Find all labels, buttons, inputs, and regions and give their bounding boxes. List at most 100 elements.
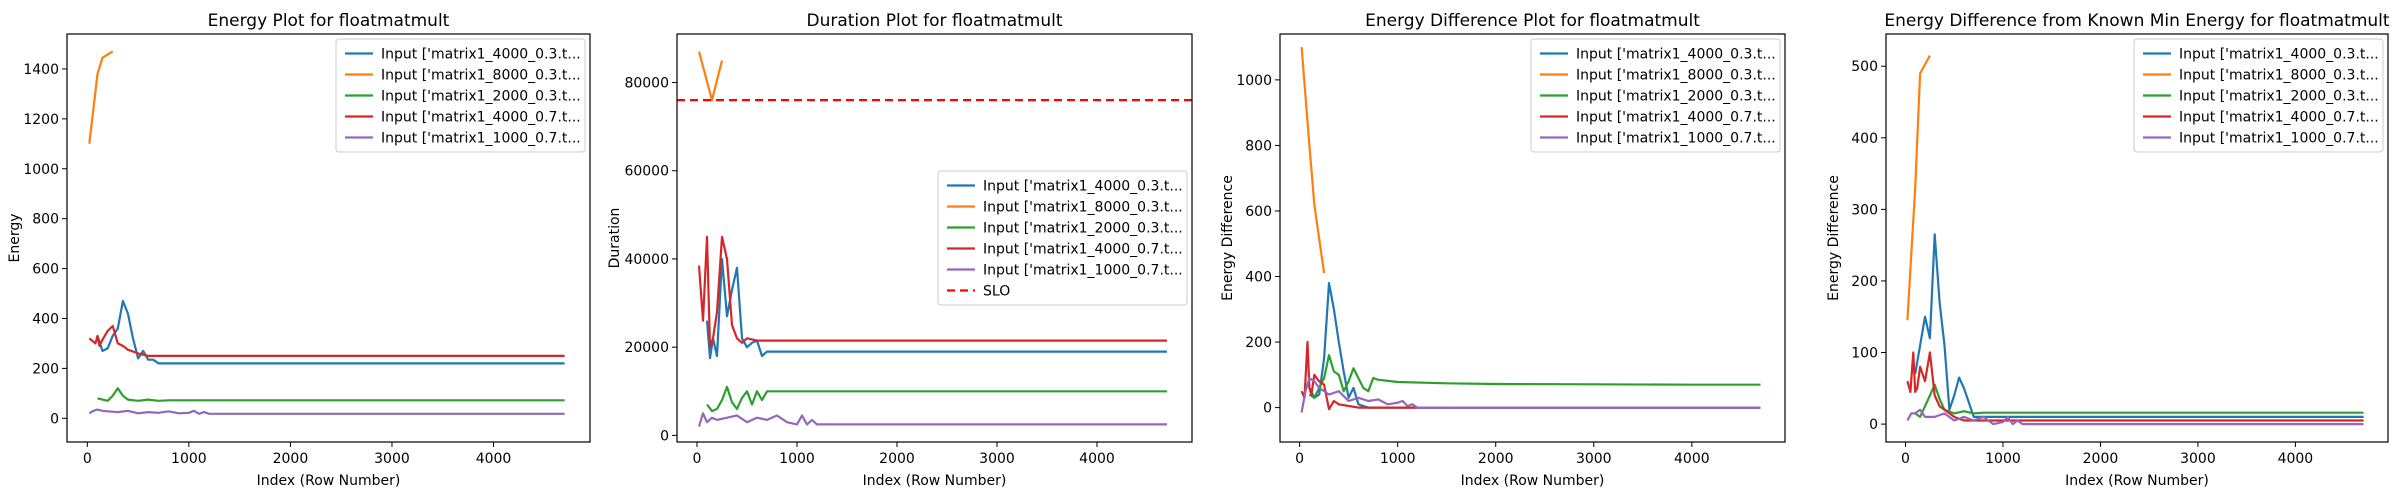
x-axis-label: Index (Row Number): [863, 473, 1007, 489]
plot-area: [677, 51, 1192, 427]
x-tick-label: 1000: [779, 451, 815, 467]
x-tick-label: 4000: [1674, 451, 1710, 467]
series-line-3: [706, 385, 1167, 413]
series-line-3: [1308, 354, 1761, 399]
y-tick-label: 100: [1851, 346, 1878, 362]
y-tick-label: 800: [1245, 138, 1272, 154]
y-tick-label: 0: [1263, 401, 1272, 417]
legend-label-5: Input ['matrix1_1000_0.7.t...: [2179, 131, 2379, 147]
y-tick-label: 0: [660, 428, 669, 444]
plot-area: [1300, 47, 1761, 413]
legend-label-5: Input ['matrix1_1000_0.7.t...: [381, 131, 581, 147]
series-line-1: [96, 299, 565, 365]
y-tick-label: 0: [50, 411, 59, 427]
series-line-1: [1308, 282, 1761, 409]
legend: Input ['matrix1_4000_0.3.t... Input ['mat…: [937, 170, 1188, 306]
x-tick-label: 4000: [2278, 451, 2314, 467]
series-line-3: [1914, 383, 2364, 418]
legend: Input ['matrix1_4000_0.3.t... Input ['mat…: [2133, 38, 2384, 153]
chart-panel-2: Duration Plot for floatmatmult 0 1000 2000 3…: [607, 11, 1193, 489]
legend-label-4: Input ['matrix1_4000_0.7.t...: [2179, 110, 2379, 126]
y-tick-label: 40000: [624, 252, 669, 268]
legend-box: [2133, 38, 2384, 153]
legend-label-4: Input ['matrix1_4000_0.7.t...: [983, 242, 1183, 258]
legend-label-5: Input ['matrix1_1000_0.7.t...: [983, 263, 1183, 279]
x-tick-label: 4000: [1079, 451, 1115, 467]
series-line-5: [697, 412, 1167, 427]
y-tick-label: 200: [1245, 335, 1272, 351]
x-tick-label: 0: [1901, 451, 1910, 467]
x-tick-label: 3000: [979, 451, 1015, 467]
chart-title: Duration Plot for floatmatmult: [806, 11, 1062, 31]
x-tick-label: 1000: [171, 451, 207, 467]
y-tick-label: 400: [32, 311, 59, 327]
y-tick-label: 0: [1869, 417, 1878, 433]
legend-box: [335, 38, 586, 153]
x-tick-label: 0: [83, 451, 92, 467]
x-tick-label: 3000: [1576, 451, 1612, 467]
x-tick-label: 2000: [879, 451, 915, 467]
series-line-3: [97, 387, 565, 402]
legend-label-2: Input ['matrix1_8000_0.3.t...: [381, 68, 581, 84]
y-axis-label: Energy Difference: [1220, 175, 1236, 301]
series-line-5: [88, 408, 565, 415]
x-axis-label: Index (Row Number): [257, 473, 401, 489]
x-tick-label: 0: [1295, 451, 1304, 467]
chart-title: Energy Difference from Known Min Energy …: [1884, 11, 2389, 31]
legend-label-1: Input ['matrix1_4000_0.3.t...: [381, 47, 581, 63]
y-tick-label: 1400: [23, 62, 59, 78]
axes-frame: [66, 33, 591, 443]
y-axis-label: Energy Difference: [1826, 175, 1842, 301]
y-tick-label: 300: [1851, 202, 1878, 218]
x-tick-label: 0: [693, 451, 702, 467]
series-line-2: [1906, 54, 1931, 321]
legend-label-4: Input ['matrix1_4000_0.7.t...: [1576, 110, 1776, 126]
series-line-2: [697, 51, 724, 102]
chart-title: Energy Plot for floatmatmult: [208, 11, 450, 31]
chart-title: Energy Difference Plot for floatmatmult: [1365, 11, 1700, 31]
x-axis-label: Index (Row Number): [1461, 473, 1605, 489]
plot-area: [1906, 54, 2364, 426]
x-tick-label: 3000: [374, 451, 410, 467]
legend-label-1: Input ['matrix1_4000_0.3.t...: [983, 179, 1183, 195]
y-tick-label: 80000: [624, 76, 669, 92]
axes-frame: [1279, 33, 1786, 443]
y-tick-label: 60000: [624, 164, 669, 180]
legend-box: [937, 170, 1188, 306]
x-tick-label: 4000: [476, 451, 512, 467]
series-line-1: [1914, 233, 2364, 418]
axes-frame: [1885, 33, 2389, 443]
legend-label-2: Input ['matrix1_8000_0.3.t...: [2179, 68, 2379, 84]
legend-label-4: Input ['matrix1_4000_0.7.t...: [381, 110, 581, 126]
y-tick-label: 20000: [624, 340, 669, 356]
y-tick-label: 200: [1851, 274, 1878, 290]
y-tick-label: 600: [32, 262, 59, 278]
y-tick-label: 600: [1245, 204, 1272, 220]
legend-label-1: Input ['matrix1_4000_0.3.t...: [2179, 47, 2379, 63]
series-line-4: [1906, 351, 2364, 422]
series-line-2: [88, 50, 114, 144]
x-tick-label: 1000: [1380, 451, 1416, 467]
series-line-2: [1300, 47, 1326, 274]
series-line-4: [697, 235, 1167, 349]
legend-label-3: Input ['matrix1_2000_0.3.t...: [381, 89, 581, 105]
x-axis-label: Index (Row Number): [2065, 473, 2209, 489]
plot-area: [88, 50, 565, 415]
series-line-1: [705, 257, 1167, 360]
series-line-4: [88, 324, 565, 357]
chart-panel-3: Energy Difference Plot for floatmatmult 0…: [1220, 11, 1786, 489]
legend-label-1: Input ['matrix1_4000_0.3.t...: [1576, 47, 1776, 63]
legend-label-3: Input ['matrix1_2000_0.3.t...: [983, 221, 1183, 237]
x-tick-label: 2000: [273, 451, 309, 467]
y-axis-label: Energy: [7, 213, 23, 262]
y-tick-label: 400: [1245, 270, 1272, 286]
x-tick-label: 3000: [2180, 451, 2216, 467]
x-tick-label: 2000: [1478, 451, 1514, 467]
x-tick-label: 2000: [2083, 451, 2119, 467]
legend: Input ['matrix1_4000_0.3.t... Input ['mat…: [335, 38, 586, 153]
y-tick-label: 1000: [1236, 73, 1272, 89]
y-tick-label: 200: [32, 361, 59, 377]
y-tick-label: 1000: [23, 162, 59, 178]
y-tick-label: 800: [32, 212, 59, 228]
